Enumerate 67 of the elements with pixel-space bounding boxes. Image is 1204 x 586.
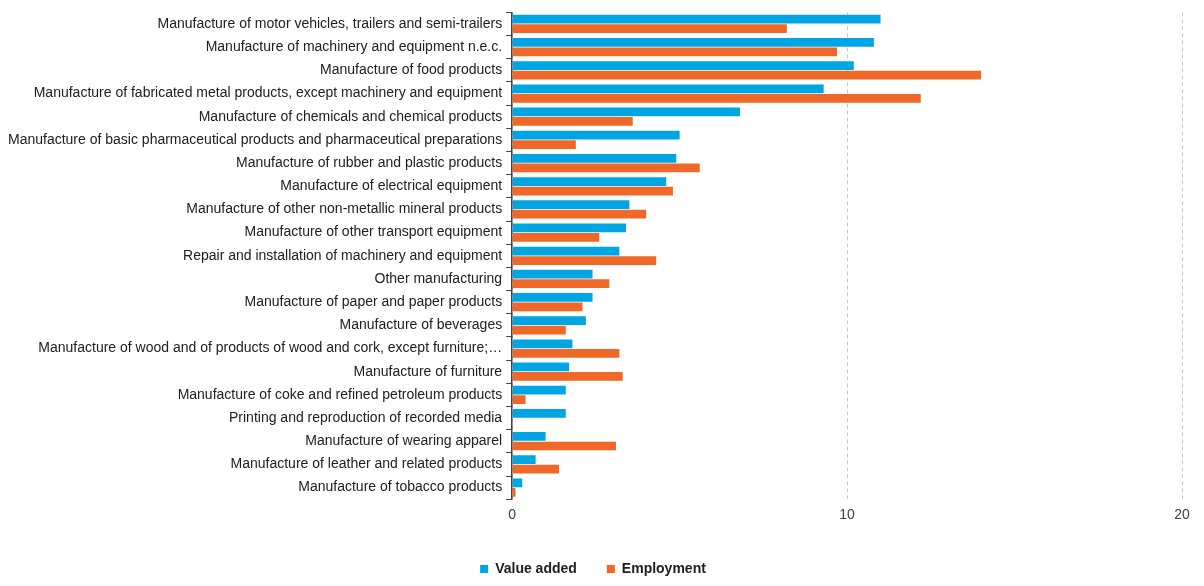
bar [512,302,583,312]
bar [512,140,576,150]
bar [512,269,593,279]
bar [512,14,881,24]
y-tick-label: Other manufacturing [374,269,503,286]
y-tick-label: Manufacture of paper and paper products [244,293,503,310]
y-tick-label: Manufacture of coke and refined petroleum products [177,385,503,402]
y-tick-label: Manufacture of leather and related products [230,455,503,472]
bar [512,24,787,34]
bar [512,38,874,47]
bar [512,47,838,57]
bar [512,348,620,358]
bar [512,256,657,265]
y-tick-label: Printing and reproduction of recorded media [228,408,503,425]
y-tick-label: Manufacture of furniture [353,362,503,379]
legend-label: Employment [621,559,707,576]
x-tick-label: 20 [1174,506,1190,523]
bar [512,107,740,117]
y-tick-label: Manufacture of electrical equipment [280,177,503,194]
bar [512,200,630,210]
y-tick-label: Manufacture of wearing apparel [305,432,503,449]
y-tick-label: Manufacture of other non-metallic mineral products [186,200,503,217]
bar [512,233,600,242]
legend-label: Value added [495,559,577,576]
y-tick-label: Manufacture of tobacco products [298,478,503,495]
bar [512,432,546,441]
y-tick-label: Repair and installation of machinery and equipment [183,246,503,263]
bar [512,279,610,289]
y-tick-label: Manufacture of machinery and equipment n.e.c. [205,38,503,55]
bar [512,117,633,126]
bar [512,487,516,497]
bar [512,464,560,474]
y-tick-label: Manufacture of beverages [339,316,503,333]
bar [512,84,824,94]
bar [512,209,647,219]
bar [512,163,700,173]
y-tick-label: Manufacture of wood and of products of wood and cork, except furniture;… [38,339,503,356]
bar [512,61,854,70]
bar [512,293,593,302]
bar [512,130,680,140]
y-tick-label: Manufacture of other transport equipment [244,223,503,240]
y-tick-label: Manufacture of fabricated metal products, except machinery and equipment [33,84,503,101]
bar [512,70,982,80]
x-tick-label: 10 [839,506,856,523]
x-tick-label: 0 [508,506,517,523]
bar [512,455,536,465]
bar [512,478,523,488]
bar [512,408,566,418]
bar [512,153,677,163]
bar [512,325,566,335]
bar [512,316,586,325]
y-tick-label: Manufacture of food products [320,61,503,78]
bar [512,223,627,233]
bar [512,246,620,256]
y-tick-label: Manufacture of chemicals and chemical products [198,107,503,124]
bar [512,177,667,186]
bar [512,93,921,103]
y-tick-label: Manufacture of rubber and plastic products [236,153,503,170]
bar [512,372,623,381]
bar [512,385,566,395]
bar [512,362,570,372]
y-tick-label: Manufacture of motor vehicles, trailers and semi-trailers [157,14,503,31]
bar [512,186,673,196]
y-tick-label: Manufacture of basic pharmaceutical products and pharmaceutical preparations [7,130,503,147]
bar [512,441,616,451]
bar [512,339,573,349]
bar [512,395,526,405]
